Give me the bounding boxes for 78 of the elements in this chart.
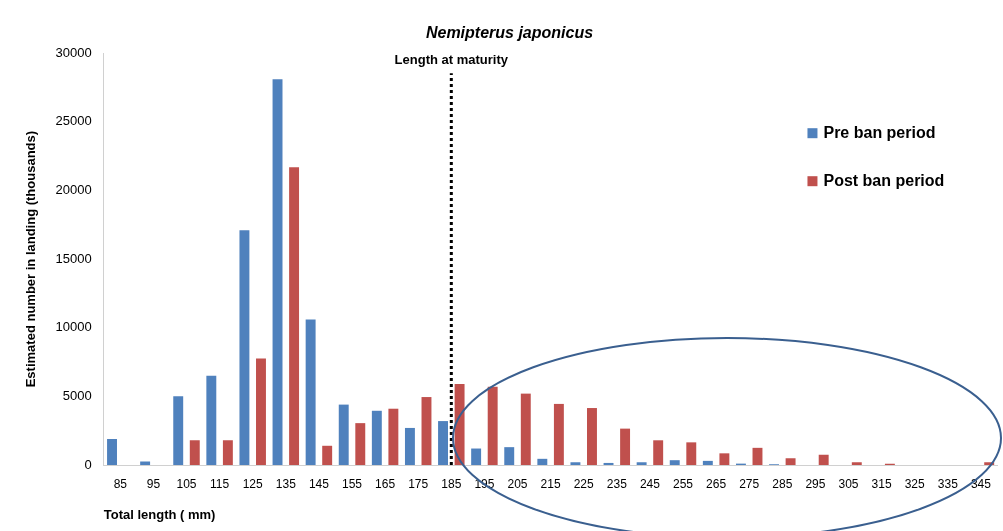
x-tick-label: 265 bbox=[706, 476, 727, 491]
bar bbox=[421, 397, 432, 465]
bar bbox=[239, 230, 250, 465]
bar bbox=[669, 460, 680, 465]
x-tick-label: 305 bbox=[838, 476, 859, 491]
x-tick-label: 295 bbox=[805, 476, 826, 491]
y-tick-label: 25000 bbox=[55, 113, 92, 129]
bar bbox=[322, 445, 333, 465]
x-tick-label: 155 bbox=[341, 476, 363, 491]
bar bbox=[438, 421, 448, 465]
bar bbox=[603, 462, 614, 465]
x-tick-label: 95 bbox=[146, 476, 161, 491]
bar bbox=[636, 462, 647, 465]
bar bbox=[189, 440, 200, 465]
bar bbox=[702, 460, 713, 465]
bar bbox=[173, 396, 184, 465]
bar bbox=[256, 358, 266, 465]
bar bbox=[553, 403, 564, 465]
legend-label: Post ban period bbox=[823, 171, 945, 189]
chart-title: Nemipterus japonicus bbox=[425, 24, 594, 42]
y-tick-label: 30000 bbox=[55, 44, 92, 60]
bar bbox=[537, 458, 548, 465]
bar bbox=[338, 404, 349, 465]
y-tick-label: 10000 bbox=[55, 319, 92, 335]
x-tick-label: 125 bbox=[242, 476, 264, 491]
y-tick-label: 20000 bbox=[55, 182, 92, 198]
x-tick-label: 255 bbox=[672, 476, 694, 491]
bar bbox=[719, 453, 730, 465]
x-tick-label: 275 bbox=[739, 476, 760, 491]
x-tick-label: 315 bbox=[871, 476, 892, 491]
x-tick-label: 85 bbox=[113, 476, 128, 491]
x-tick-label: 145 bbox=[308, 476, 330, 491]
bar bbox=[222, 440, 233, 465]
bar bbox=[404, 427, 415, 465]
x-tick-label: 245 bbox=[639, 476, 661, 491]
x-tick-label: 345 bbox=[970, 476, 992, 491]
bar bbox=[206, 375, 217, 465]
bar bbox=[272, 79, 283, 465]
legend-label: Pre ban period bbox=[823, 123, 936, 141]
bar bbox=[305, 319, 316, 465]
x-axis-title: Total length ( mm) bbox=[103, 506, 216, 522]
x-tick-label: 205 bbox=[507, 476, 528, 491]
x-tick-label: 335 bbox=[937, 476, 959, 491]
bar bbox=[818, 454, 829, 465]
bar bbox=[371, 410, 382, 465]
bar bbox=[504, 447, 515, 465]
x-tick-label: 135 bbox=[275, 476, 297, 491]
bar bbox=[851, 462, 862, 465]
bar bbox=[752, 447, 763, 465]
y-axis-title: Estimated number in landing (thousands) bbox=[23, 130, 39, 388]
bar bbox=[653, 440, 664, 465]
bar bbox=[785, 458, 796, 465]
x-tick-label: 185 bbox=[441, 476, 462, 491]
bar bbox=[487, 386, 498, 465]
bar bbox=[587, 408, 597, 465]
x-tick-label: 325 bbox=[904, 476, 926, 491]
x-tick-label: 105 bbox=[176, 476, 197, 491]
x-tick-label: 115 bbox=[210, 476, 230, 491]
bar bbox=[520, 393, 531, 465]
bar bbox=[107, 438, 117, 465]
bar bbox=[620, 428, 631, 465]
bar bbox=[289, 167, 300, 465]
ref-line-label: Length at maturity bbox=[394, 52, 509, 68]
x-tick-label: 175 bbox=[408, 476, 429, 491]
x-tick-label: 215 bbox=[540, 476, 561, 491]
x-tick-label: 285 bbox=[772, 476, 793, 491]
bar bbox=[686, 442, 697, 465]
x-tick-label: 165 bbox=[375, 476, 396, 491]
bar bbox=[570, 462, 581, 465]
y-tick-label: 0 bbox=[84, 456, 92, 472]
x-tick-label: 235 bbox=[606, 476, 628, 491]
x-tick-label: 225 bbox=[573, 476, 595, 491]
bar bbox=[388, 408, 399, 465]
bar bbox=[454, 384, 465, 465]
y-tick-label: 5000 bbox=[62, 387, 92, 403]
bar bbox=[355, 423, 366, 465]
bar bbox=[471, 448, 482, 465]
y-tick-label: 15000 bbox=[55, 250, 92, 266]
